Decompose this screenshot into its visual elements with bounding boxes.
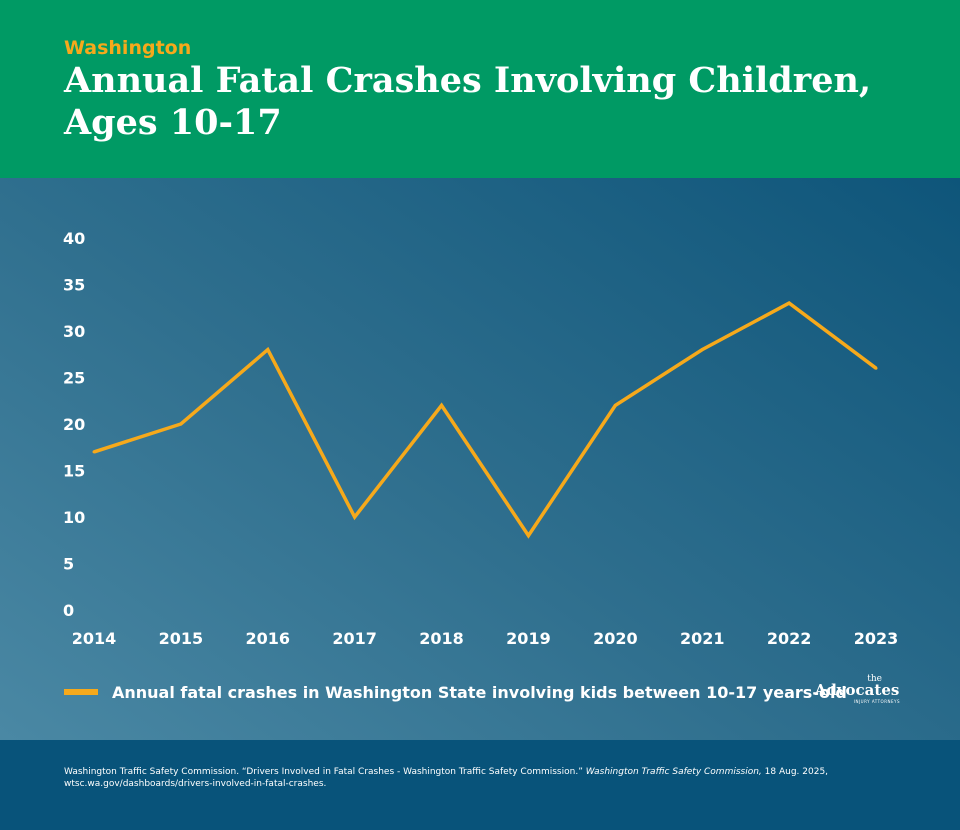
y-axis: 0 5 10 15 20 25 30 35 40	[63, 229, 85, 620]
series-layer	[92, 301, 878, 539]
source-text: Washington Traffic Safety Commission. “D…	[64, 767, 586, 777]
data-point	[179, 422, 183, 426]
logo-the: the	[867, 674, 882, 684]
data-point	[440, 403, 444, 407]
x-tick-label: 2022	[767, 629, 812, 648]
source-date-url: 18 Aug. 2025, wtsc.wa.gov/dashboards/dri…	[64, 767, 829, 789]
y-tick-label: 15	[63, 462, 85, 481]
y-tick-label: 25	[63, 369, 85, 388]
y-tick-label: 20	[63, 415, 85, 434]
legend-label: Annual fatal crashes in Washington State…	[112, 682, 847, 702]
data-point	[92, 450, 96, 454]
x-tick-label: 2023	[854, 629, 899, 648]
x-tick-label: 2017	[332, 629, 377, 648]
logo-tagline: INJURY ATTORNEYS	[853, 699, 900, 704]
chart-panel	[0, 178, 960, 740]
logo-name: Advocates	[814, 681, 900, 699]
source-citation: Washington Traffic Safety Commission. “D…	[64, 766, 904, 790]
x-tick-label: 2015	[159, 629, 204, 648]
data-point	[353, 515, 357, 519]
y-tick-label: 10	[63, 508, 85, 527]
y-tick-label: 35	[63, 276, 85, 295]
data-point	[266, 348, 270, 352]
advocates-logo: the Advocates INJURY ATTORNEYS	[812, 674, 902, 706]
data-point	[613, 403, 617, 407]
y-tick-label: 40	[63, 229, 85, 248]
y-tick-label: 0	[63, 601, 74, 620]
x-tick-label: 2018	[419, 629, 464, 648]
data-point	[526, 534, 530, 538]
x-tick-label: 2014	[72, 629, 117, 648]
header-banner: Washington Annual Fatal Crashes Involvin…	[0, 0, 960, 178]
state-kicker: Washington	[64, 37, 192, 59]
data-point	[787, 301, 791, 305]
source-publisher: Washington Traffic Safety Commission,	[585, 767, 762, 777]
chart-title: Annual Fatal Crashes Involving Children,…	[64, 60, 872, 143]
y-tick-label: 30	[63, 322, 85, 341]
data-point	[700, 348, 704, 352]
x-tick-label: 2020	[593, 629, 638, 648]
y-tick-label: 5	[63, 555, 74, 574]
data-point	[874, 366, 878, 370]
footer: Washington Traffic Safety Commission. “D…	[0, 740, 960, 830]
x-tick-label: 2019	[506, 629, 551, 648]
x-axis: 2014 2015 2016 2017 2018 2019 2020 2021 2022 2023	[72, 629, 899, 648]
legend-swatch	[64, 689, 98, 695]
series-line	[93, 301, 878, 539]
x-tick-label: 2021	[680, 629, 725, 648]
legend: Annual fatal crashes in Washington State…	[64, 680, 847, 704]
x-tick-label: 2016	[246, 629, 291, 648]
